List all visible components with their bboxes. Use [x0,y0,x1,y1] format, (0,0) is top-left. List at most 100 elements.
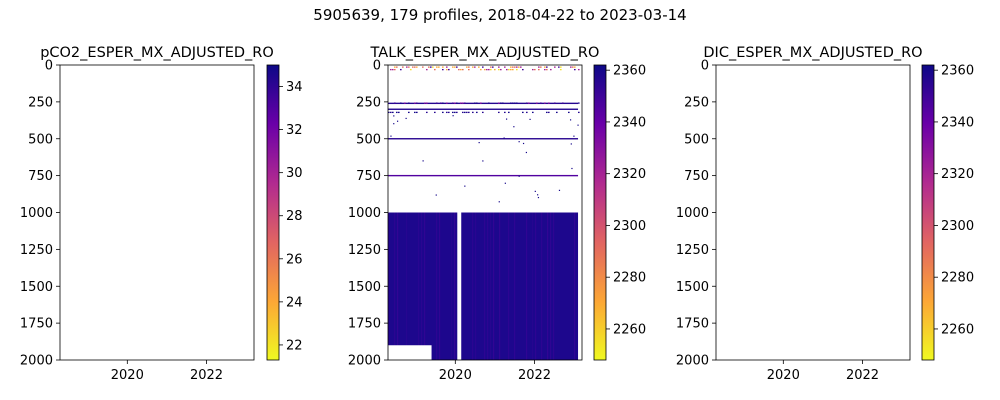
sample-dot [393,123,395,125]
sample-dot [525,151,528,154]
sample-dot [502,102,504,104]
sample-dot [528,102,530,104]
sample-dot [446,68,448,71]
sample-dot [408,111,410,114]
sample-dot [512,66,514,68]
sample-dot [506,68,508,71]
colorbar-tick-label: 2360 [941,64,974,79]
y-tick-label: 1500 [676,280,709,295]
sample-dot [480,102,482,104]
sample-dot [537,196,540,199]
sample-dot [394,66,396,68]
depth-line [388,174,579,177]
sample-dot [478,66,480,68]
profile-strip [499,212,501,360]
profile-strip [514,212,516,360]
profile-strip [532,212,534,360]
sample-dot [442,66,444,68]
sample-dot [446,102,448,104]
sample-dot [466,111,468,114]
sample-dot [538,68,540,71]
y-tick-label: 500 [28,132,53,147]
sample-dot [578,102,580,104]
sample-dot [488,102,490,104]
sample-dot [570,143,572,145]
x-tick-label: 2020 [767,368,800,383]
sample-dot [572,66,574,68]
sample-dot [522,68,524,71]
sample-dot [526,102,528,104]
sample-dot [516,68,518,71]
sample-dot [466,66,468,68]
y-tick-label: 750 [356,169,381,184]
colorbar-tick-label: 34 [286,80,303,95]
sample-dot [442,68,444,71]
sample-dot [448,111,450,114]
plot-area [60,65,254,360]
x-tick-label: 2020 [439,368,472,383]
y-tick-label: 1500 [348,280,381,295]
sample-dot [484,68,486,71]
sample-dot [428,66,430,68]
profile-strip [388,212,390,360]
sample-dot [532,68,534,71]
sample-dot [426,111,428,114]
sample-dot [546,68,548,71]
sample-dot [422,66,424,68]
colorbar-tick-label: 2340 [941,115,974,130]
sample-dot [512,68,514,71]
sample-dot [398,111,400,114]
panel-1: pCO2_ESPER_MX_ADJUSTED_RO0 250 500 750 1000 1… [20,45,303,383]
sample-dot [526,111,528,114]
sample-dot [562,102,564,104]
sample-dot [480,68,482,71]
sample-dot [452,102,454,104]
dense-data-block [388,212,579,360]
sample-dot [529,118,531,120]
y-tick-label: 1000 [676,206,709,221]
sample-dot [577,124,579,126]
sample-dot [568,111,570,114]
sample-dot [548,111,550,114]
sample-dot [440,102,442,104]
sample-dot [546,66,548,68]
sample-dot [482,111,484,114]
sample-dot [402,66,404,68]
colorbar-tick-label: 2320 [613,167,646,182]
sample-dot [569,119,572,121]
y-tick-label: 2000 [20,354,53,369]
sample-dot [458,68,460,71]
sample-dot [560,66,562,68]
colorbar-tick-label: 2300 [941,219,974,234]
profile-strip [418,212,420,360]
sample-dot [446,111,448,114]
sample-dot [476,111,478,114]
sample-dot [462,68,464,71]
profile-strip [487,212,489,360]
y-tick-label: 1250 [676,243,709,258]
sample-dot [516,66,518,68]
profile-strip [490,212,492,360]
y-tick-label: 1500 [20,280,53,295]
sample-dot [503,137,505,139]
panel-2: TALK_ESPER_MX_ADJUSTED_RO0 250 500 750 1000 1… [348,45,646,383]
sample-dot [504,182,506,184]
sample-dot [522,142,525,145]
y-tick-label: 750 [28,169,53,184]
colorbar-tick-label: 24 [286,295,303,310]
panel-title: TALK_ESPER_MX_ADJUSTED_RO [370,45,600,61]
y-tick-label: 500 [684,132,709,147]
sample-dot [536,102,538,104]
sample-dot [456,102,458,104]
profile-strip [475,212,477,360]
sample-dot [472,66,474,68]
sample-dot [456,66,458,68]
y-tick-label: 2000 [676,354,709,369]
colorbar-tick-label: 2280 [613,271,646,286]
sample-dot [482,160,484,162]
sample-dot [537,194,539,196]
sample-dot [574,66,576,68]
sample-dot [490,66,492,68]
sample-dot [514,66,516,68]
sample-dot [448,68,450,71]
